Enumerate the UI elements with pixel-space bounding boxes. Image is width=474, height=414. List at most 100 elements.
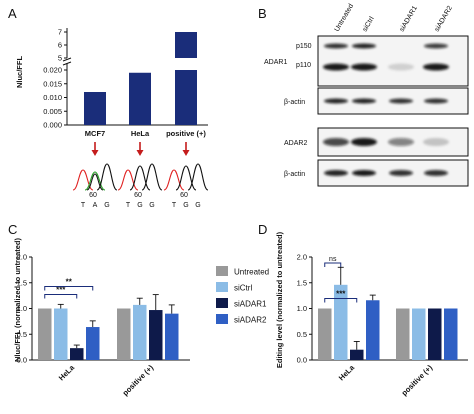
- blot-band-p150: [424, 43, 448, 49]
- panel-a-break-mark-1: [62, 57, 72, 62]
- legend-label: Untreated: [234, 268, 269, 277]
- chromatogram-position: 60: [180, 192, 188, 199]
- panel-label-a: A: [8, 6, 17, 21]
- panel-d-category-label: HeLa: [337, 362, 357, 382]
- chromatogram-base: T: [126, 202, 131, 209]
- blot-lane-label: siCtrl: [362, 15, 376, 33]
- blot-band-actin2: [389, 170, 413, 176]
- panel-d-ytick-label: 0.0: [297, 356, 307, 365]
- panel-c-chart: Nluc/FFL (normalized to untreated) 0.0 0.…: [13, 237, 190, 398]
- blot-label-actin1: β-actin: [284, 99, 305, 106]
- blot-label-p150: p150: [296, 43, 312, 50]
- legend-label: siADAR1: [234, 300, 267, 309]
- panel-d-significance-bracket: [324, 262, 342, 267]
- legend: Untreated siCtrl siADAR1 siADAR2: [216, 266, 269, 325]
- panel-d-ytick-label: 0.5: [297, 330, 307, 339]
- blot-band-actin1: [424, 98, 448, 104]
- chromatogram-arrowhead: [91, 150, 99, 156]
- chromatogram-trace: [163, 169, 185, 191]
- panel-a-ytick-label: 0.005: [43, 107, 62, 116]
- panel-c-significance-label: **: [66, 278, 73, 287]
- chromatogram-trace: [96, 163, 118, 191]
- blot-band-actin2: [424, 170, 448, 176]
- blot-lane-label: siADAR1: [399, 5, 419, 33]
- panel-a-category-label: MCF7: [85, 129, 105, 138]
- panel-d-ytick-label: 1.5: [297, 278, 307, 287]
- panel-c-ylabel: Nluc/FFL (normalized to untreated): [13, 237, 22, 362]
- panel-d-chart: Editing level (normalized to untreated) …: [275, 231, 468, 398]
- chromatogram-trace-secondary: [86, 173, 104, 191]
- panel-a-bar-upper: [175, 32, 197, 58]
- panel-a-category-label: HeLa: [131, 129, 150, 138]
- chromatogram-position: 60: [89, 192, 97, 199]
- blot-band-adar2: [388, 138, 414, 146]
- legend-swatch: [216, 282, 228, 292]
- blot-lane-label: siADAR2: [434, 5, 454, 33]
- chromatogram-trace: [72, 169, 94, 191]
- blot-band-adar2: [351, 138, 377, 146]
- panel-d-ytick-label: 2.0: [297, 253, 307, 262]
- panel-a-ylabel: Nluc/FFL: [15, 56, 24, 88]
- blot-band-actin1: [324, 98, 348, 104]
- panel-d-bar: [428, 308, 442, 360]
- panel-a-bar-lower: [175, 70, 197, 125]
- panel-a-bar-break: [174, 58, 198, 70]
- blot-band-actin1: [352, 98, 376, 104]
- blot-band-actin2: [352, 170, 376, 176]
- panel-d-bar: [444, 308, 458, 360]
- panel-c-category-label: positive (+): [121, 363, 156, 398]
- panel-a-category-label: positive (+): [166, 129, 206, 138]
- panel-d-category-label: positive (+): [400, 363, 435, 398]
- chromatogram-trace: [129, 165, 151, 191]
- blot-band-actin1: [389, 98, 413, 104]
- panel-d-bar: [412, 308, 426, 360]
- panel-label-c: C: [8, 222, 17, 237]
- panel-a-ytick-label: 7: [58, 28, 62, 37]
- chromatogram-base: G: [195, 202, 200, 209]
- panel-a-break-mark-2: [62, 61, 72, 66]
- chromatogram-trace: [175, 165, 197, 191]
- panel-d-bar: [350, 349, 364, 360]
- blot-band-p110: [388, 63, 414, 71]
- blot-band-p110: [351, 63, 377, 71]
- panel-d-bar: [318, 308, 332, 360]
- chromatogram-base: G: [104, 202, 109, 209]
- panel-c-bar: [86, 327, 100, 360]
- panel-d-bar: [334, 284, 348, 360]
- legend-swatch: [216, 266, 228, 276]
- panel-c-category-label: HeLa: [57, 362, 77, 382]
- blot-label-p110: p110: [296, 62, 311, 69]
- panel-label-d: D: [258, 222, 267, 237]
- chromatogram-base: G: [137, 202, 142, 209]
- panel-c-significance-label: ***: [56, 286, 66, 295]
- blot-band-p110: [423, 63, 449, 71]
- panel-c-ytick-label: 1.5: [17, 278, 27, 287]
- panel-c-bar: [70, 348, 84, 360]
- panel-d-bar: [366, 300, 380, 360]
- panel-d-significance-label: ***: [336, 290, 346, 299]
- panel-d-ytick-label: 1.0: [297, 304, 307, 313]
- panel-a-ytick-label: 0.020: [43, 66, 62, 75]
- legend-label: siCtrl: [234, 284, 252, 293]
- panel-a-ytick-label: 0.015: [43, 79, 62, 88]
- panel-a-bar: [84, 92, 106, 125]
- panel-c-bar: [149, 310, 163, 360]
- panel-c-significance-bracket: [44, 294, 78, 299]
- chromatogram-arrowhead: [182, 150, 190, 156]
- blot-band-p110: [323, 63, 349, 71]
- panel-c-ytick-label: 0.0: [17, 356, 27, 365]
- chromatogram-position: 60: [134, 192, 142, 199]
- chromatogram-arrowhead: [136, 150, 144, 156]
- panel-a-bar: [129, 72, 151, 125]
- panel-c-bar: [54, 308, 68, 360]
- panel-c-bar: [38, 308, 52, 360]
- panel-a-ytick-label: 0.010: [43, 93, 62, 102]
- panel-a-ytick-label: 0.000: [43, 121, 62, 130]
- panel-d-significance-label: ns: [329, 256, 337, 263]
- panel-c-ytick-label: 2.0: [17, 253, 27, 262]
- blot-band-actin2: [324, 170, 348, 176]
- chromatogram-trace: [117, 169, 139, 191]
- legend-swatch: [216, 314, 228, 324]
- panel-d-bar: [396, 308, 410, 360]
